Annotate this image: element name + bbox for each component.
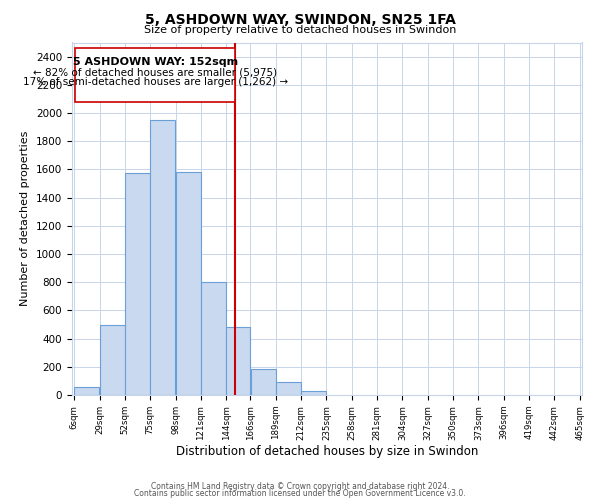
Text: Contains HM Land Registry data © Crown copyright and database right 2024.: Contains HM Land Registry data © Crown c… xyxy=(151,482,449,491)
Text: 5 ASHDOWN WAY: 152sqm: 5 ASHDOWN WAY: 152sqm xyxy=(73,58,238,68)
Bar xyxy=(74,387,99,395)
Text: Contains public sector information licensed under the Open Government Licence v3: Contains public sector information licen… xyxy=(134,489,466,498)
Bar xyxy=(301,391,326,395)
Text: ← 82% of detached houses are smaller (5,975): ← 82% of detached houses are smaller (5,… xyxy=(33,67,277,77)
Y-axis label: Number of detached properties: Number of detached properties xyxy=(20,131,31,306)
Text: 17% of semi-detached houses are larger (1,262) →: 17% of semi-detached houses are larger (… xyxy=(23,77,288,87)
Bar xyxy=(276,382,301,395)
Text: 5, ASHDOWN WAY, SWINDON, SN25 1FA: 5, ASHDOWN WAY, SWINDON, SN25 1FA xyxy=(145,12,455,26)
Bar xyxy=(201,282,226,395)
Bar xyxy=(125,173,150,395)
Text: Size of property relative to detached houses in Swindon: Size of property relative to detached ho… xyxy=(144,25,456,35)
X-axis label: Distribution of detached houses by size in Swindon: Distribution of detached houses by size … xyxy=(176,445,478,458)
Bar xyxy=(226,328,250,395)
Bar xyxy=(176,172,200,395)
Bar xyxy=(151,120,175,395)
Bar xyxy=(76,48,235,102)
Bar xyxy=(251,369,275,395)
Bar xyxy=(100,324,125,395)
